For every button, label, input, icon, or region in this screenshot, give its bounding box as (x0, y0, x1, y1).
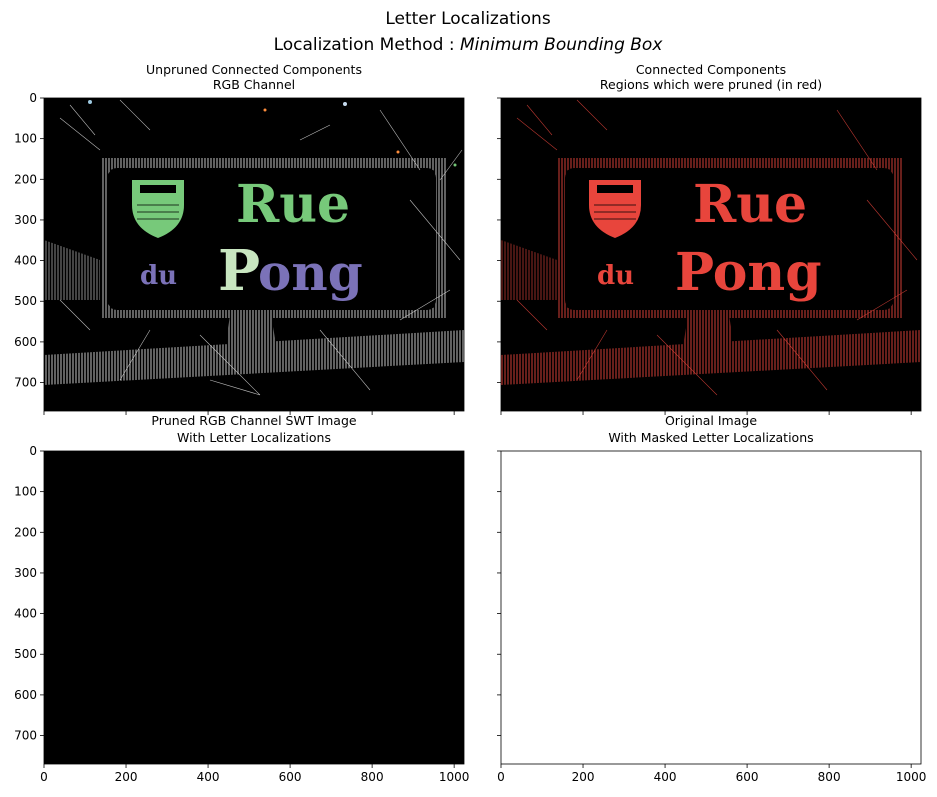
figure-title: Letter Localizations (385, 9, 551, 29)
panel-3-image (501, 451, 921, 764)
panel-1-title-line1: Connected Components (636, 62, 786, 77)
panel-2-title-line2: With Letter Localizations (177, 430, 331, 445)
panel-3-xtick-label-1000: 1000 (896, 770, 927, 784)
panel-3-title-line1: Original Image (665, 413, 757, 428)
figure-subtitle-method: Minimum Bounding Box (460, 35, 663, 55)
panel-1-image: Rue du Pong (501, 98, 921, 411)
panel-1-post (683, 310, 733, 358)
panel-0-title-line2: RGB Channel (213, 77, 295, 92)
panel-3-xtick-label-400: 400 (654, 770, 677, 784)
panel-2-frame (43, 450, 465, 765)
panel-1-sign-du: du (597, 261, 634, 291)
panel-1-title-line2: Regions which were pruned (in red) (600, 77, 822, 92)
panel-1-crest (589, 180, 641, 238)
panel-2-ytick-label-0: 0 (29, 444, 37, 458)
panel-0-sign-inner (108, 168, 436, 310)
panel-0-ytick-label-700: 700 (14, 376, 37, 390)
figure-subtitle: Localization Method : Minimum Bounding B… (274, 35, 664, 55)
panel-3-xtick-label-200: 200 (572, 770, 595, 784)
panel-3-xtick-label-800: 800 (818, 770, 841, 784)
panel-1-ground (501, 330, 921, 385)
panel-1-sign-rue: Rue (693, 174, 807, 235)
panel-2-title-line1: Pruned RGB Channel SWT Image (151, 413, 356, 428)
panel-2-ytick-label-500: 500 (14, 647, 37, 661)
panel-3-xtick-label-600: 600 (736, 770, 759, 784)
panel-2-ytick-label-300: 300 (14, 566, 37, 580)
panel-0-title-line1: Unpruned Connected Components (146, 62, 362, 77)
panel-0-ground (44, 330, 464, 385)
panel-2-xtick-label-600: 600 (279, 770, 302, 784)
panel-2-ytick-label-600: 600 (14, 688, 37, 702)
panel-0-ytick-label-600: 600 (14, 335, 37, 349)
panel-3-title-line2: With Masked Letter Localizations (608, 430, 813, 445)
panel-0-sign-du: du (140, 261, 177, 291)
panel-0-specks (88, 100, 457, 167)
panel-2-ytick-label-400: 400 (14, 607, 37, 621)
panel-0-ytick-label-200: 200 (14, 172, 37, 186)
panel-2-image (44, 451, 464, 764)
panel-2-xtick-label-800: 800 (361, 770, 384, 784)
panel-0-image: Rue du P ong (44, 98, 464, 411)
panel-0-ytick-label-400: 400 (14, 254, 37, 268)
panel-1-frame (500, 97, 922, 412)
figure-subtitle-prefix: Localization Method : (274, 35, 460, 55)
panel-0-ytick-label-100: 100 (14, 132, 37, 146)
panel-3-frame (500, 450, 922, 765)
panel-0-sign-pong-ong: ong (258, 243, 363, 302)
panel-0-sign-pong-p: P (218, 238, 260, 304)
panel-0-crest (132, 180, 184, 238)
panel-2-ytick-label-700: 700 (14, 729, 37, 743)
panel-0-ytick-label-500: 500 (14, 294, 37, 308)
panel-2-xtick-label-0: 0 (40, 770, 48, 784)
panel-0-ytick-label-300: 300 (14, 213, 37, 227)
panel-0-ytick-label-0: 0 (29, 91, 37, 105)
panel-3-xtick-label-0: 0 (497, 770, 505, 784)
panel-1-sign-pong: Pong (675, 242, 822, 303)
panel-2-xtick-label-200: 200 (115, 770, 138, 784)
panel-0-post (226, 310, 276, 358)
panel-2-ytick-label-200: 200 (14, 525, 37, 539)
panel-2-xtick-label-400: 400 (197, 770, 220, 784)
axes-layer: 0 100 200 300 400 500 600 700 0 100 200 300 400 500 60… (14, 91, 926, 784)
panel-2-ytick-label-100: 100 (14, 485, 37, 499)
panel-0-frame (43, 97, 465, 412)
panel-0-sign-rue: Rue (236, 174, 350, 235)
panel-1-sign-inner (565, 168, 893, 310)
panel-2-xtick-label-1000: 1000 (439, 770, 470, 784)
